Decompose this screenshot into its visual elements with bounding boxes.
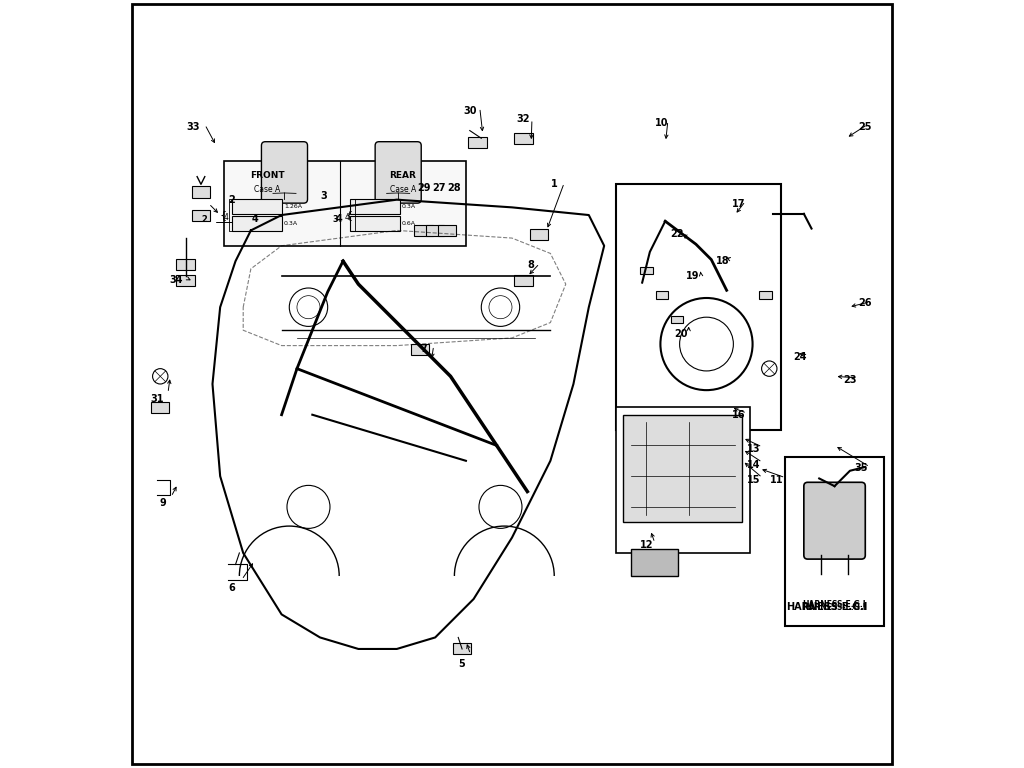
Bar — [640, 266, 652, 274]
Bar — [624, 415, 742, 522]
Text: 2: 2 — [201, 215, 207, 224]
FancyBboxPatch shape — [261, 142, 307, 203]
Bar — [224, 161, 466, 246]
Text: 7: 7 — [420, 344, 427, 355]
Bar — [426, 225, 444, 236]
Bar — [514, 133, 532, 144]
Text: 27: 27 — [432, 183, 445, 194]
Bar — [152, 402, 169, 412]
Text: 30: 30 — [463, 106, 476, 117]
Text: 5: 5 — [459, 659, 466, 670]
Bar — [655, 291, 668, 299]
Text: 4: 4 — [345, 214, 350, 223]
Text: 32: 32 — [517, 114, 530, 124]
Bar — [784, 457, 885, 626]
Text: {: { — [220, 210, 227, 220]
Text: 26: 26 — [858, 298, 872, 309]
Text: 22: 22 — [671, 229, 684, 240]
Text: 4: 4 — [336, 214, 343, 224]
Text: 1.26A: 1.26A — [284, 204, 302, 209]
Bar — [411, 344, 429, 355]
Bar — [350, 199, 399, 214]
Text: 15: 15 — [748, 475, 761, 485]
Text: 1: 1 — [551, 179, 558, 190]
Text: 23: 23 — [843, 375, 857, 386]
Bar — [437, 225, 456, 236]
Bar — [468, 137, 486, 147]
Bar — [191, 210, 210, 220]
Bar — [350, 216, 399, 230]
Bar — [529, 229, 548, 240]
Bar — [453, 644, 471, 654]
Text: 0.3A: 0.3A — [402, 204, 416, 209]
Text: {: { — [346, 210, 353, 220]
Text: 8: 8 — [527, 260, 535, 270]
Text: 4: 4 — [224, 214, 229, 223]
Text: 33: 33 — [186, 121, 200, 132]
Text: 12: 12 — [640, 540, 653, 551]
Text: 34: 34 — [170, 275, 183, 286]
Bar — [176, 275, 195, 286]
Text: 10: 10 — [655, 118, 669, 128]
Bar — [615, 407, 751, 553]
Text: Case A: Case A — [254, 185, 281, 194]
Text: Case A: Case A — [390, 185, 416, 194]
Text: 6: 6 — [228, 582, 236, 593]
Bar — [514, 275, 532, 286]
Text: 24: 24 — [794, 352, 807, 362]
Text: 11: 11 — [770, 475, 783, 485]
Bar — [191, 187, 210, 197]
FancyBboxPatch shape — [804, 482, 865, 559]
Text: 0.6A: 0.6A — [402, 221, 416, 226]
Text: 16: 16 — [732, 409, 745, 420]
Text: 19: 19 — [686, 271, 699, 282]
Text: 14: 14 — [748, 459, 761, 470]
Bar — [759, 291, 772, 299]
Text: 4: 4 — [251, 214, 258, 224]
Text: 3: 3 — [333, 215, 339, 224]
Text: 17: 17 — [732, 198, 745, 209]
Bar — [415, 225, 433, 236]
Bar — [671, 316, 683, 323]
Text: HARNESS-E.G.I: HARNESS-E.G.I — [803, 600, 866, 609]
Text: FRONT: FRONT — [250, 171, 285, 180]
Bar — [176, 260, 195, 270]
Text: 29: 29 — [417, 183, 430, 194]
Text: HARNESS-E.G.I: HARNESS-E.G.I — [803, 604, 866, 612]
Text: 3: 3 — [321, 190, 328, 201]
Bar — [615, 184, 781, 430]
FancyBboxPatch shape — [375, 142, 421, 203]
Text: 18: 18 — [717, 256, 730, 266]
Text: REAR: REAR — [389, 171, 417, 180]
Bar — [231, 216, 282, 230]
Text: 2: 2 — [228, 194, 236, 205]
Text: 35: 35 — [855, 463, 868, 474]
Text: 0.3A: 0.3A — [284, 221, 298, 226]
Text: 9: 9 — [159, 498, 166, 508]
Text: 28: 28 — [447, 183, 461, 194]
Text: 13: 13 — [748, 444, 761, 455]
Text: 25: 25 — [858, 121, 872, 132]
Bar — [231, 199, 282, 214]
Text: HARNESS-E.G.I: HARNESS-E.G.I — [786, 601, 867, 612]
Text: 20: 20 — [674, 329, 688, 339]
Text: 31: 31 — [151, 394, 164, 405]
Bar — [631, 549, 678, 576]
